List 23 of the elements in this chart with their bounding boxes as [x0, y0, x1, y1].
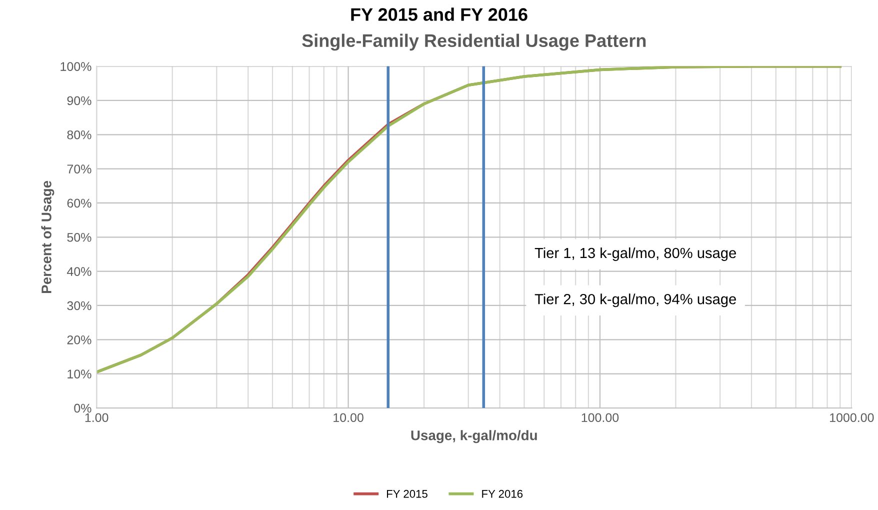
- x-tick-label: 100.00: [582, 413, 619, 422]
- y-tick-label: 50%: [67, 232, 92, 242]
- legend-label: FY 2016: [482, 490, 523, 498]
- x-tick-label: 1000.00: [830, 413, 874, 422]
- text: FY 2015 and FY 2016: [351, 8, 528, 21]
- y-tick-label: 30%: [67, 301, 92, 310]
- y-tick-label: 20%: [67, 335, 92, 344]
- chart-title: Single-Family Residential Usage Pattern: [302, 34, 646, 51]
- y-tick-label: 100%: [60, 62, 92, 71]
- y-tick-label: 90%: [67, 96, 92, 106]
- y-tick-label: 40%: [66, 267, 92, 276]
- y-tick-label: 70%: [67, 164, 92, 174]
- x-tick-label: 1.00: [85, 413, 108, 422]
- x-axis-title: Usage, k-gal/mo/du: [411, 430, 537, 444]
- annotation: Tier 1, 13 k-gal/mo, 80% usage: [534, 247, 736, 262]
- y-tick-label: 10%: [68, 370, 92, 378]
- annotation: Tier 2, 30 k-gal/mo, 94% usage: [534, 294, 736, 308]
- y-tick-label: 80%: [67, 130, 92, 140]
- x-tick-label: 10.00: [334, 413, 364, 422]
- y-axis-title: Percent of Usage: [41, 180, 54, 293]
- y-tick-label: 60%: [67, 198, 92, 208]
- y-tick-label: 0%: [74, 404, 92, 413]
- legend-label: FY 2015: [386, 490, 428, 498]
